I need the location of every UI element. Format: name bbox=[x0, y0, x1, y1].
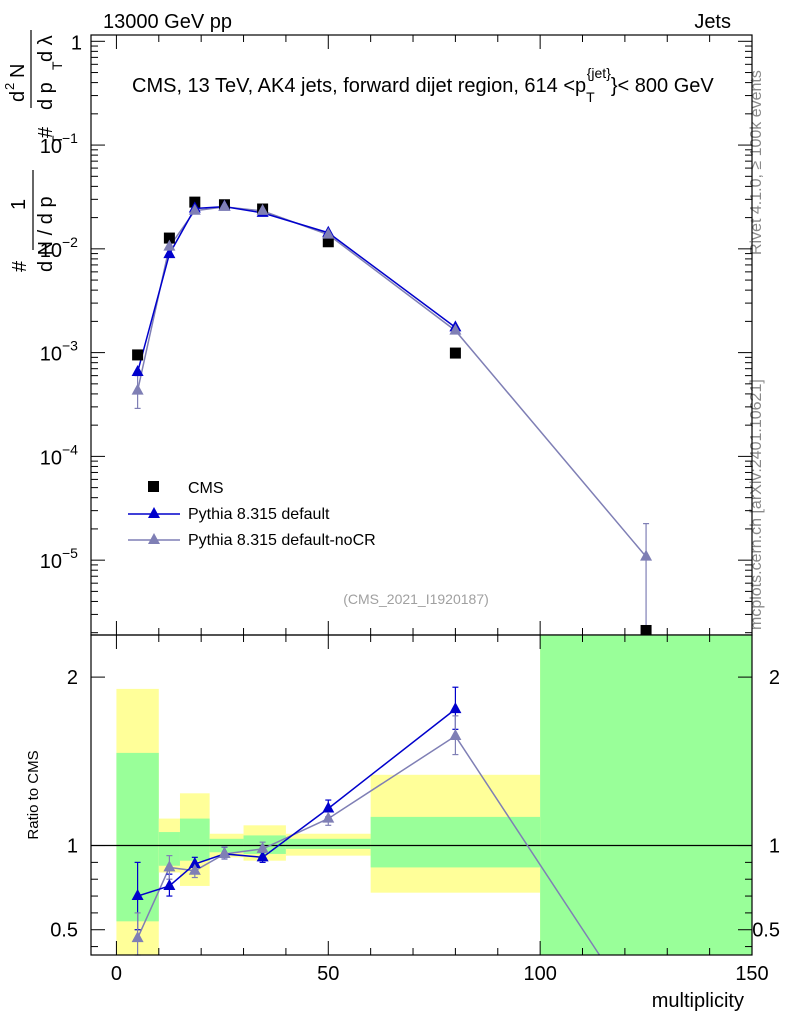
ylabel-n: N bbox=[7, 64, 29, 78]
main-panel: 110−110−210−310−410−5 CMS, 13 TeV, AK4 j… bbox=[2, 30, 753, 636]
main-nocr-point bbox=[640, 549, 653, 561]
main-default-point bbox=[131, 365, 144, 377]
main-title-text: CMS, 13 TeV, AK4 jets, forward dijet reg… bbox=[132, 75, 586, 97]
rivet-version-label: Rivet 4.1.0, ≥ 100k events bbox=[748, 70, 765, 255]
ratio-ytick-label: 1 bbox=[67, 836, 78, 858]
main-cms-point bbox=[449, 347, 461, 359]
main-cms-point bbox=[640, 624, 652, 636]
ratio-default-point bbox=[322, 801, 335, 813]
main-nocr-point bbox=[322, 227, 335, 239]
ratio-ytick-label: 2 bbox=[67, 667, 78, 689]
legend-default-label: Pythia 8.315 default bbox=[188, 506, 330, 523]
ratio-xtick-label: 50 bbox=[317, 963, 339, 985]
ratio-series bbox=[131, 686, 601, 956]
ylabel-t-sub-1: T bbox=[49, 135, 65, 144]
header-jets-label: Jets bbox=[694, 11, 731, 33]
main-ytick-exponent: −4 bbox=[62, 441, 78, 457]
main-nocr-point bbox=[131, 383, 144, 395]
main-nocr-line bbox=[136, 206, 647, 558]
main-ytick-label: 10 bbox=[40, 240, 62, 262]
main-nocr-point bbox=[256, 203, 269, 215]
main-nocr-point bbox=[188, 203, 201, 215]
main-cms-point bbox=[132, 349, 144, 361]
main-ytick-exponent: −1 bbox=[62, 130, 78, 146]
ratio-nocr-point bbox=[188, 863, 201, 875]
ratio-bands bbox=[116, 635, 752, 955]
main-default-line bbox=[136, 205, 456, 373]
main-cms-point bbox=[322, 236, 334, 248]
legend: CMS Pythia 8.315 default Pythia 8.315 de… bbox=[128, 480, 376, 549]
main-ytick-label: 1 bbox=[71, 32, 82, 54]
ratio-nocr-point bbox=[218, 846, 231, 858]
ratio-default-point bbox=[163, 878, 176, 890]
main-ytick-label: 10 bbox=[40, 344, 62, 366]
main-ytick-label: 10 bbox=[40, 447, 62, 469]
ylabel-exp-2: 2 bbox=[2, 83, 17, 90]
main-nocr-point bbox=[163, 239, 176, 251]
ratio-ytick-label-right: 1 bbox=[769, 836, 780, 858]
legend-default-marker bbox=[148, 507, 160, 518]
main-ytick-exponent: −5 bbox=[62, 545, 78, 561]
ratio-nocr-point bbox=[322, 811, 335, 823]
ratio-nocr-point bbox=[131, 931, 144, 943]
main-ytick-exponent: −3 bbox=[62, 338, 78, 354]
main-cms-point bbox=[163, 232, 175, 244]
ratio-ylabel: Ratio to CMS bbox=[25, 750, 42, 839]
ratio-nocr-point bbox=[449, 729, 462, 741]
ratio-xtick-label: 100 bbox=[523, 963, 556, 985]
xaxis-label: multiplicity bbox=[652, 990, 744, 1012]
ratio-ytick-label-right: 2 bbox=[769, 667, 780, 689]
main-title-sub: T bbox=[586, 89, 595, 105]
main-nocr-point bbox=[449, 323, 462, 335]
header-energy-label: 13000 GeV pp bbox=[103, 11, 232, 33]
ratio-default-point bbox=[188, 857, 201, 869]
analysis-watermark: (CMS_2021_I1920187) bbox=[343, 591, 489, 607]
ylabel-hash-2: # bbox=[35, 126, 57, 138]
main-ytick-exponent: −2 bbox=[62, 234, 78, 250]
ratio-default-point bbox=[256, 850, 269, 862]
main-title: CMS, 13 TeV, AK4 jets, forward dijet reg… bbox=[132, 65, 714, 105]
ratio-xtick-label: 150 bbox=[735, 963, 768, 985]
legend-cms-label: CMS bbox=[188, 480, 224, 497]
ratio-band-inner bbox=[370, 816, 541, 868]
main-title-sup: {jet} bbox=[587, 65, 611, 81]
ratio-xtick-label: 0 bbox=[111, 963, 122, 985]
ylabel-dlambda: d λ bbox=[35, 35, 57, 62]
main-ytick-label: 10 bbox=[40, 551, 62, 573]
mcplots-label: mcplots.cern.ch [arXiv:2401.10621] bbox=[748, 379, 765, 630]
ratio-ytick-label-right: 0.5 bbox=[752, 920, 780, 942]
main-series bbox=[131, 196, 653, 636]
ylabel-t-sub-2: T bbox=[49, 61, 65, 70]
ratio-nocr-line bbox=[136, 735, 601, 956]
ratio-ytick-label: 0.5 bbox=[50, 920, 78, 942]
ratio-default-point bbox=[449, 702, 462, 714]
ratio-default-point bbox=[131, 889, 144, 901]
main-default-point bbox=[163, 247, 176, 259]
ylabel-hash-1: # bbox=[9, 260, 31, 272]
legend-nocr-label: Pythia 8.315 default-noCR bbox=[188, 532, 376, 549]
ylabel-one: 1 bbox=[8, 199, 30, 210]
ylabel-dn-dpt: d N / d p bbox=[35, 196, 57, 272]
main-title-end: }< 800 GeV bbox=[611, 75, 715, 97]
ratio-nocr-point bbox=[256, 841, 269, 853]
ratio-frame bbox=[90, 634, 753, 956]
ratio-band-inner bbox=[285, 838, 371, 849]
main-nocr-point bbox=[218, 199, 231, 211]
legend-nocr-marker bbox=[148, 533, 160, 544]
ratio-axis-ticks: 0 50 100 150 0.5 0.5 1 1 2 2 bbox=[50, 635, 780, 985]
ratio-band-inner bbox=[179, 818, 210, 861]
main-ylabel: # 1 d N / d p T # d 2 N d p T d λ bbox=[2, 30, 65, 272]
main-ytick-labels: 110−110−210−310−410−5 bbox=[40, 32, 82, 573]
ratio-band-inner bbox=[540, 635, 752, 955]
ratio-band-inner bbox=[158, 832, 180, 866]
main-ytick-label: 10 bbox=[40, 136, 62, 158]
ratio-nocr-point bbox=[163, 860, 176, 872]
ylabel-d: d bbox=[7, 91, 29, 102]
legend-cms-marker bbox=[148, 481, 159, 492]
ylabel-dp: d p bbox=[35, 82, 57, 110]
ratio-panel: 0 50 100 150 0.5 0.5 1 1 2 2 Ratio to CMS multipl… bbox=[25, 634, 780, 1012]
